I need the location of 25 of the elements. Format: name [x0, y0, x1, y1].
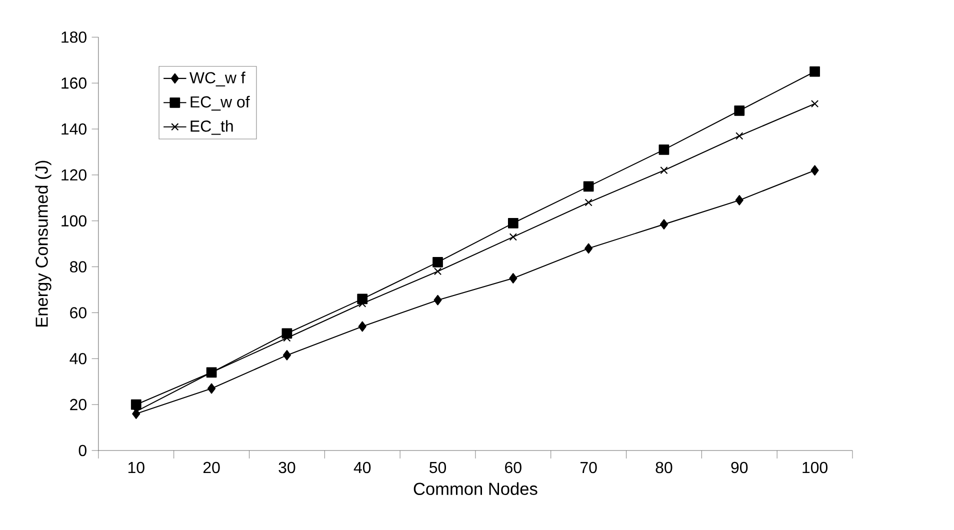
x-tick-label: 40: [354, 462, 371, 474]
y-tick-label: 180: [62, 32, 86, 43]
y-tick-label: 40: [70, 353, 86, 364]
y-tick-label: 20: [70, 398, 86, 410]
y-tick-label: 100: [62, 215, 86, 227]
y-axis-title: Energy Consumed (J): [35, 160, 52, 327]
x-tick-label: 100: [802, 462, 828, 474]
legend-label: EC_w of: [190, 96, 250, 111]
y-tick-label: 60: [70, 307, 86, 318]
x-tick-label: 80: [656, 462, 672, 474]
x-tick-label: 60: [505, 462, 522, 474]
legend-label: EC_th: [190, 120, 233, 135]
y-tick-label: 120: [62, 169, 86, 181]
x-tick-label: 10: [128, 462, 144, 474]
y-tick-label: 160: [62, 77, 86, 89]
x-axis-title: Common Nodes: [414, 482, 538, 495]
x-tick-label: 30: [278, 462, 296, 474]
y-tick-label: 80: [70, 261, 86, 272]
legend-label: WC_w f: [190, 72, 246, 86]
x-tick-label: 50: [430, 462, 446, 474]
y-tick-label: 0: [78, 444, 86, 456]
x-tick-label: 20: [203, 462, 220, 474]
y-tick-label: 140: [62, 123, 86, 135]
x-tick-label: 90: [731, 462, 748, 474]
x-tick-label: 70: [580, 462, 597, 474]
